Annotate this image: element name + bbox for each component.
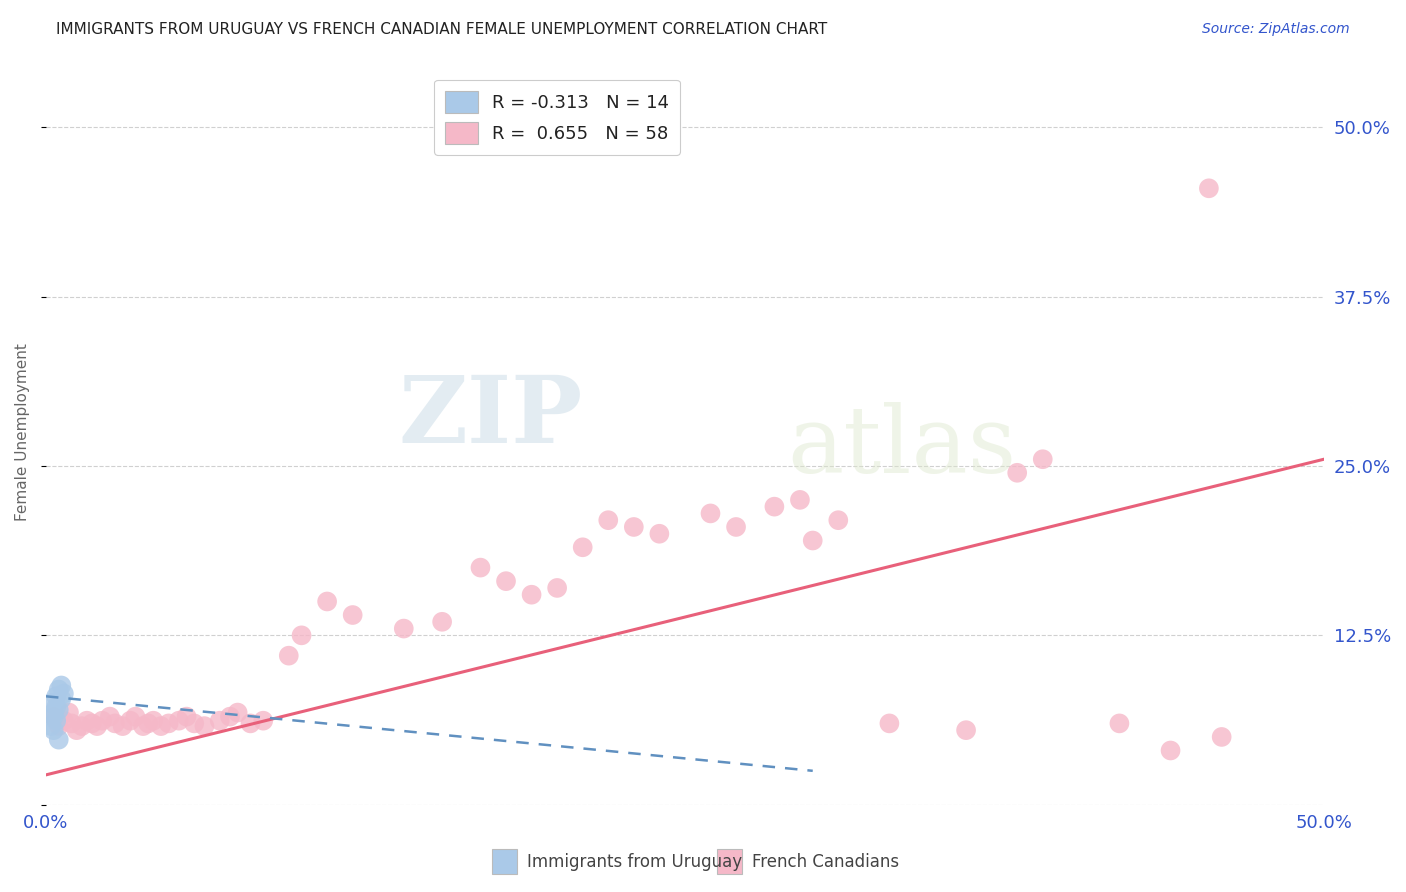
Point <box>45 714 67 728</box>
Point <box>48 719 70 733</box>
Text: ZIP: ZIP <box>398 372 582 462</box>
Point <box>39 719 62 733</box>
Point <box>80 716 103 731</box>
Point <box>1108 716 1130 731</box>
Point <box>827 513 849 527</box>
Point <box>124 709 146 723</box>
Point <box>104 716 127 731</box>
Point <box>136 716 159 731</box>
Point <box>239 716 262 731</box>
Text: Immigrants from Uruguay: Immigrants from Uruguay <box>527 853 742 871</box>
Point <box>495 574 517 589</box>
Point <box>66 723 89 738</box>
Point <box>879 716 901 731</box>
Point <box>623 520 645 534</box>
Y-axis label: Female Unemployment: Female Unemployment <box>15 343 30 521</box>
Point <box>1160 743 1182 757</box>
Point <box>45 700 67 714</box>
Point <box>1032 452 1054 467</box>
Point <box>598 513 620 527</box>
Point <box>1005 466 1028 480</box>
Point <box>91 714 114 728</box>
Point <box>193 719 215 733</box>
Point <box>76 714 98 728</box>
Point <box>801 533 824 548</box>
Point <box>342 607 364 622</box>
Point <box>226 706 249 720</box>
Point <box>316 594 339 608</box>
Point <box>763 500 786 514</box>
Point <box>86 719 108 733</box>
Point <box>70 719 93 733</box>
Point <box>51 678 73 692</box>
Point <box>208 714 231 728</box>
Point <box>120 714 142 728</box>
Point <box>176 709 198 723</box>
Point <box>58 706 80 720</box>
Point <box>252 714 274 728</box>
Legend: R = -0.313   N = 14, R =  0.655   N = 58: R = -0.313 N = 14, R = 0.655 N = 58 <box>434 79 681 154</box>
Point <box>42 706 65 720</box>
Point <box>1211 730 1233 744</box>
Point <box>149 719 172 733</box>
Point <box>546 581 568 595</box>
Point <box>48 732 70 747</box>
Point <box>48 703 70 717</box>
Point <box>142 714 165 728</box>
Point <box>98 709 121 723</box>
Point <box>60 716 83 731</box>
Point <box>39 696 62 710</box>
Point <box>52 687 75 701</box>
Text: IMMIGRANTS FROM URUGUAY VS FRENCH CANADIAN FEMALE UNEMPLOYMENT CORRELATION CHART: IMMIGRANTS FROM URUGUAY VS FRENCH CANADI… <box>56 22 828 37</box>
Point <box>42 709 65 723</box>
Point <box>183 716 205 731</box>
Text: atlas: atlas <box>787 402 1017 492</box>
Point <box>955 723 977 738</box>
Point <box>42 709 65 723</box>
Point <box>392 622 415 636</box>
Point <box>725 520 748 534</box>
Text: French Canadians: French Canadians <box>752 853 900 871</box>
Point <box>132 719 155 733</box>
Point <box>42 723 65 738</box>
Point <box>648 526 671 541</box>
Point <box>430 615 453 629</box>
Point <box>290 628 312 642</box>
Point <box>157 716 180 731</box>
Point <box>51 692 73 706</box>
Point <box>219 709 242 723</box>
Point <box>277 648 299 663</box>
Point <box>470 560 492 574</box>
Point <box>45 690 67 704</box>
Point <box>111 719 134 733</box>
Text: Source: ZipAtlas.com: Source: ZipAtlas.com <box>1202 22 1350 37</box>
Point <box>571 541 593 555</box>
Point <box>52 714 75 728</box>
Point <box>167 714 190 728</box>
Point <box>520 588 543 602</box>
Point <box>1198 181 1220 195</box>
Point <box>48 682 70 697</box>
Point <box>789 492 811 507</box>
Point <box>699 507 721 521</box>
